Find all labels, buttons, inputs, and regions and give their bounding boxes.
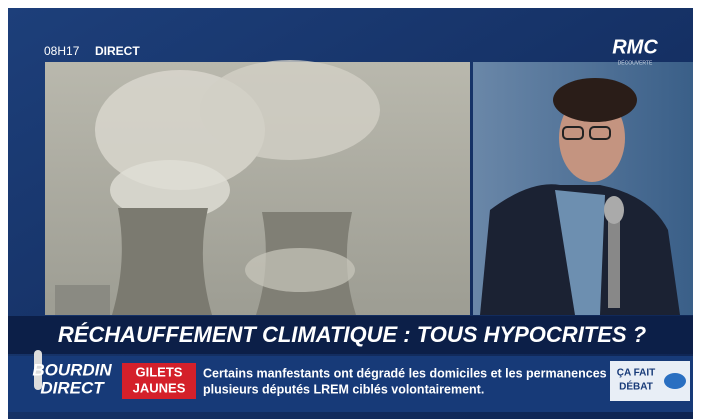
ticker-text: Certains manfestants ont dégradé les dom… bbox=[203, 366, 625, 380]
show-name: BOURDIN bbox=[32, 360, 112, 379]
badge: DÉBAT bbox=[619, 380, 653, 393]
guest-video bbox=[473, 62, 693, 315]
ticker-text: plusieurs députés LREM ciblés volontaire… bbox=[203, 382, 484, 396]
badge-icon bbox=[664, 373, 686, 389]
headline: RÉCHAUFFEMENT CLIMATIQUE : TOUS HYPOCRIT… bbox=[58, 322, 646, 347]
time: 08H17 bbox=[44, 44, 80, 58]
show-name: DIRECT bbox=[40, 378, 105, 397]
topic: GILETS bbox=[136, 364, 183, 379]
badge: ÇA FAIT bbox=[617, 368, 656, 379]
channel-logo: RMC bbox=[612, 36, 658, 58]
live-label: DIRECT bbox=[95, 44, 140, 58]
tv-frame: 08H17 DIRECT RMC DÉCOUVERTE RÉCHAUFFEMEN… bbox=[0, 0, 704, 419]
channel-sub: DÉCOUVERTE bbox=[618, 59, 653, 66]
footage bbox=[45, 60, 470, 315]
page: 08H17 DIRECT RMC DÉCOUVERTE RÉCHAUFFEMEN… bbox=[0, 0, 704, 419]
topic: JAUNES bbox=[133, 380, 186, 395]
